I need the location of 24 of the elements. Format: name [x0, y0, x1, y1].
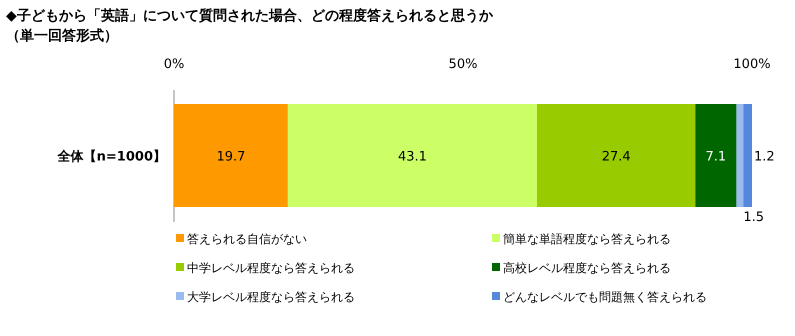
bar [174, 104, 288, 207]
data-label: 19.7 [216, 150, 246, 164]
y-tick-label: 全体【n=1000】 [56, 148, 166, 164]
x-tick-label: 100% [733, 57, 771, 72]
data-label: 1.2 [754, 150, 775, 164]
x-tick-label: 0% [164, 57, 184, 72]
legend-label: 答えられる自信がない [187, 232, 307, 246]
data-label: 1.5 [743, 210, 764, 225]
data-label: 43.1 [398, 150, 427, 164]
bar [695, 104, 736, 207]
bar [536, 104, 696, 207]
bar [736, 104, 744, 207]
data-label: 7.1 [706, 150, 726, 164]
data-label: 27.4 [602, 150, 631, 164]
legend-label: 簡単な単語程度なら答えられる [503, 232, 671, 246]
text: （単一回答形式） [6, 28, 118, 44]
x-tick-label: 50% [448, 57, 478, 72]
chart-title: ◆子どもから「英語」について質問された場合、どの程度答えられると思うか [6, 7, 494, 24]
legend-label: 高校レベル程度なら答えられる [503, 261, 671, 275]
legend-label: 大学レベル程度なら答えられる [187, 290, 355, 304]
legend-label: 中学レベル程度なら答えられる [187, 261, 355, 275]
bar [288, 104, 537, 207]
legend-label: どんなレベルでも問題無く答えられる [503, 290, 707, 304]
bar [743, 104, 752, 207]
